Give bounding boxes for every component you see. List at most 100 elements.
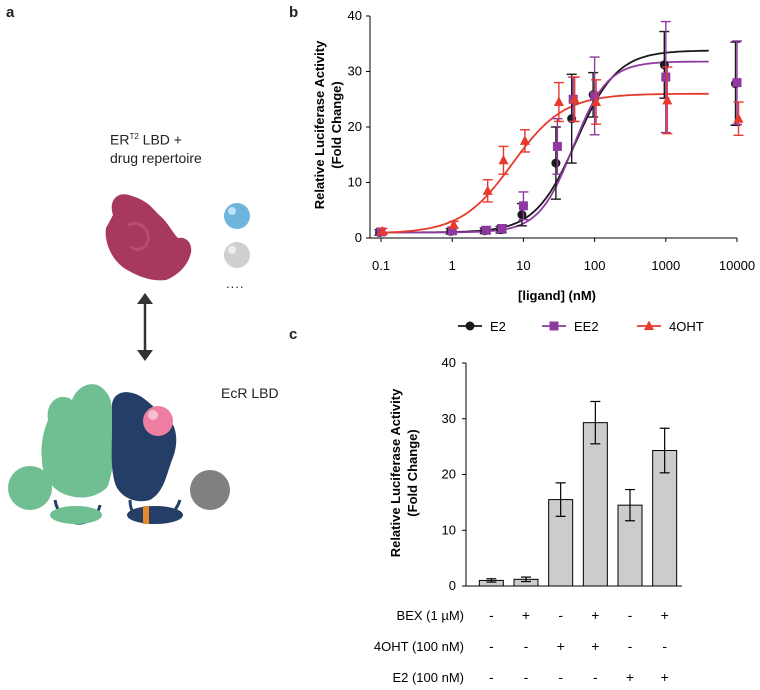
data-point-EE2 bbox=[660, 20, 671, 134]
marker-square bbox=[518, 201, 528, 211]
panel-a-letter: a bbox=[6, 4, 15, 21]
condition-sign: + bbox=[591, 638, 599, 654]
ellipsis: .... bbox=[226, 276, 245, 291]
chart-b-ylabel-2: (Fold Change) bbox=[329, 81, 344, 168]
chart-b-x-tick-label: 10 bbox=[516, 258, 530, 273]
data-point-E2 bbox=[550, 126, 561, 200]
data-point-4OHT bbox=[377, 225, 388, 236]
fit-curve-EE2 bbox=[381, 60, 709, 234]
condition-sign: - bbox=[662, 638, 667, 654]
data-point-4OHT bbox=[569, 76, 580, 123]
bar-group bbox=[478, 578, 504, 587]
legend-item-4OHT: 4OHT bbox=[637, 319, 704, 334]
legend-label: 4OHT bbox=[669, 319, 704, 334]
data-point-4OHT bbox=[733, 101, 744, 137]
double-arrow-icon bbox=[137, 293, 153, 361]
marker-triangle bbox=[662, 94, 673, 105]
chart-c-y-tick-label: 40 bbox=[442, 355, 456, 370]
ligand-blue-sphere bbox=[224, 203, 250, 229]
pink-ligand bbox=[143, 406, 173, 436]
chart-c-ylabel-1: Relative Luciferase Activity bbox=[388, 388, 403, 557]
navy-domain bbox=[111, 392, 177, 502]
legend-label: EE2 bbox=[574, 319, 599, 334]
data-point-4OHT bbox=[482, 179, 493, 203]
ligand-gray-sphere bbox=[224, 242, 250, 268]
data-point-4OHT bbox=[519, 129, 530, 153]
data-point-4OHT bbox=[591, 79, 602, 125]
condition-sign: - bbox=[628, 638, 633, 654]
chart-b-x-tick-label: 10000 bbox=[719, 258, 755, 273]
bar-group bbox=[513, 576, 539, 587]
chart-b-x-tick-label: 0.1 bbox=[372, 258, 390, 273]
legend-item-E2: E2 bbox=[458, 319, 506, 334]
bar-group bbox=[548, 482, 574, 587]
legend-label: E2 bbox=[490, 319, 506, 334]
condition-sign: - bbox=[489, 607, 494, 623]
condition-sign: - bbox=[593, 669, 598, 685]
condition-sign: - bbox=[524, 669, 529, 685]
green-bottom-domain bbox=[50, 506, 102, 524]
er-lbd-label: ERT2 LBD + drug repertoire bbox=[110, 131, 202, 166]
marker-square bbox=[552, 141, 562, 151]
data-point-4OHT bbox=[498, 145, 509, 175]
marker-square bbox=[590, 91, 600, 101]
green-side-domain bbox=[8, 466, 52, 510]
fit-curve-4OHT bbox=[381, 92, 709, 234]
data-point-EE2 bbox=[496, 223, 507, 234]
data-point-4OHT bbox=[553, 81, 564, 123]
chart-c-y-tick-label: 30 bbox=[442, 411, 456, 426]
panel-b-letter: b bbox=[289, 4, 299, 21]
data-point-4OHT bbox=[448, 219, 459, 229]
chart-c-ylabel-2: (Fold Change) bbox=[405, 429, 420, 516]
legend-marker bbox=[644, 320, 654, 330]
condition-sign: - bbox=[524, 638, 529, 654]
data-point-EE2 bbox=[481, 225, 492, 235]
chart-b-x-tick-label: 1 bbox=[449, 258, 456, 273]
marker-square bbox=[497, 224, 507, 234]
marker-triangle bbox=[377, 225, 388, 236]
marker-triangle bbox=[519, 135, 530, 145]
chart-b-y-tick-label: 0 bbox=[355, 230, 362, 245]
bar bbox=[582, 422, 608, 587]
condition-sign: - bbox=[628, 607, 633, 623]
condition-sign: - bbox=[489, 669, 494, 685]
marker-triangle bbox=[553, 96, 564, 107]
condition-sign: - bbox=[489, 638, 494, 654]
chart-b-y-tick-label: 30 bbox=[348, 64, 362, 79]
gray-side-domain bbox=[190, 470, 230, 510]
condition-sign: + bbox=[661, 669, 669, 685]
panel-a-schematic bbox=[8, 194, 250, 525]
condition-sign: - bbox=[558, 669, 563, 685]
marker-square bbox=[732, 78, 742, 88]
marker-triangle bbox=[498, 154, 509, 165]
condition-label: E2 (100 nM) bbox=[392, 670, 464, 685]
chart-b-ylabel-1: Relative Luciferase Activity bbox=[312, 40, 327, 209]
marker-triangle bbox=[448, 219, 459, 229]
chart-b-y-tick-label: 40 bbox=[348, 8, 362, 23]
ecr-complex bbox=[8, 384, 230, 525]
marker-triangle bbox=[733, 113, 744, 123]
chart-c-y-tick-label: 20 bbox=[442, 467, 456, 482]
marker-circle bbox=[517, 210, 527, 220]
green-domain bbox=[41, 384, 115, 498]
condition-sign: - bbox=[558, 607, 563, 623]
data-point-EE2 bbox=[518, 191, 529, 221]
condition-sign: + bbox=[557, 638, 565, 654]
orange-marker bbox=[143, 506, 149, 524]
chart-b-xlabel: [ligand] (nM) bbox=[518, 288, 596, 303]
chart-b-y-tick-label: 20 bbox=[348, 119, 362, 134]
chart-b-x-tick-label: 100 bbox=[584, 258, 606, 273]
chart-b-x-tick-label: 1000 bbox=[651, 258, 680, 273]
panel-c-letter: c bbox=[289, 326, 298, 343]
data-point-EE2 bbox=[589, 56, 600, 136]
marker-square bbox=[481, 225, 491, 235]
chart-c-y-tick-label: 0 bbox=[449, 578, 456, 593]
condition-sign: + bbox=[591, 607, 599, 623]
bar-group bbox=[617, 488, 643, 587]
marker-square bbox=[661, 72, 671, 82]
data-point-EE2 bbox=[732, 40, 742, 125]
condition-sign: + bbox=[522, 607, 530, 623]
dose-response-chart: Relative Luciferase Activity (Fold Chang… bbox=[312, 8, 755, 334]
data-point-EE2 bbox=[552, 117, 563, 175]
chart-c-y-tick-label: 10 bbox=[442, 522, 456, 537]
